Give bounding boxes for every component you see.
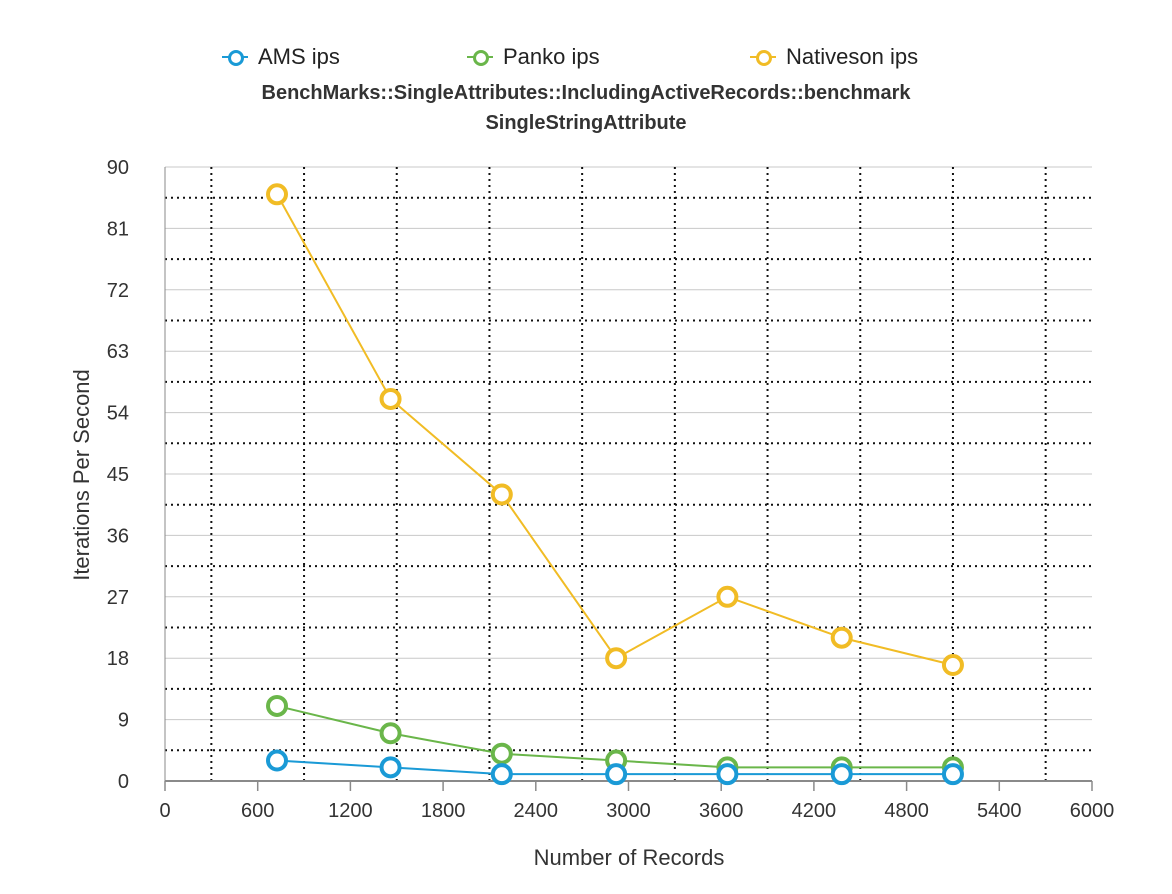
legend-item-panko: Panko ips	[467, 44, 600, 70]
chart-subtitle: SingleStringAttribute	[485, 112, 687, 134]
x-tick-label-3: 1800	[421, 800, 466, 822]
series-2-point-5	[830, 626, 853, 649]
series-1-point-2	[490, 742, 513, 765]
series-0-point-4	[716, 763, 739, 786]
y-tick-label-0: 0	[118, 771, 129, 793]
series-2-point-6	[941, 654, 964, 677]
y-tick-label-6: 54	[107, 403, 129, 425]
legend-label-panko: Panko ips	[503, 44, 600, 69]
y-tick-label-10: 90	[107, 157, 129, 179]
legend-item-nativeson: Nativeson ips	[750, 44, 918, 70]
x-tick-label-8: 4800	[884, 800, 929, 822]
series-line-2	[276, 193, 954, 666]
y-tick-label-4: 36	[107, 525, 129, 547]
x-tick-label-5: 3000	[606, 800, 651, 822]
series-2-point-2	[490, 483, 513, 506]
series-2-point-0	[266, 183, 289, 206]
x-tick-label-4: 2400	[514, 800, 559, 822]
x-tick-label-0: 0	[159, 800, 170, 822]
series-0-point-3	[605, 763, 628, 786]
x-tick-label-6: 3600	[699, 800, 744, 822]
y-tick-label-9: 81	[107, 218, 129, 240]
y-tick-label-5: 45	[107, 464, 129, 486]
legend-label-nativeson: Nativeson ips	[786, 44, 919, 69]
series-0-point-0	[266, 749, 289, 772]
x-tick-label-10: 6000	[1070, 800, 1115, 822]
chart-legend: AMS ips Panko ips Nativeson ips	[0, 44, 1172, 76]
x-axis-title: Number of Records	[533, 845, 725, 870]
legend-label-ams: AMS ips	[258, 44, 340, 69]
y-axis-title: Iterations Per Second	[69, 369, 94, 581]
series-2-point-3	[605, 647, 628, 670]
series-0-point-5	[830, 763, 853, 786]
y-tick-label-8: 72	[107, 280, 129, 302]
series-0-point-2	[490, 763, 513, 786]
legend-marker-nativeson	[750, 47, 776, 67]
legend-item-ams: AMS ips	[222, 44, 340, 70]
y-tick-label-7: 63	[107, 341, 129, 363]
x-tick-label-9: 5400	[977, 800, 1022, 822]
legend-marker-ams	[222, 47, 248, 67]
series-0-point-6	[941, 763, 964, 786]
legend-marker-panko	[467, 47, 493, 67]
series-2-point-4	[716, 585, 739, 608]
y-tick-label-3: 27	[107, 587, 129, 609]
series-0-point-1	[379, 756, 402, 779]
x-tick-label-7: 4200	[792, 800, 837, 822]
y-tick-label-1: 9	[118, 710, 129, 732]
series-2-point-1	[379, 387, 402, 410]
x-tick-label-1: 600	[241, 800, 274, 822]
y-tick-label-2: 18	[107, 648, 129, 670]
series-1-point-0	[266, 694, 289, 717]
series-1-point-1	[379, 722, 402, 745]
x-tick-label-2: 1200	[328, 800, 373, 822]
chart-title: BenchMarks::SingleAttributes::IncludingA…	[261, 82, 911, 104]
